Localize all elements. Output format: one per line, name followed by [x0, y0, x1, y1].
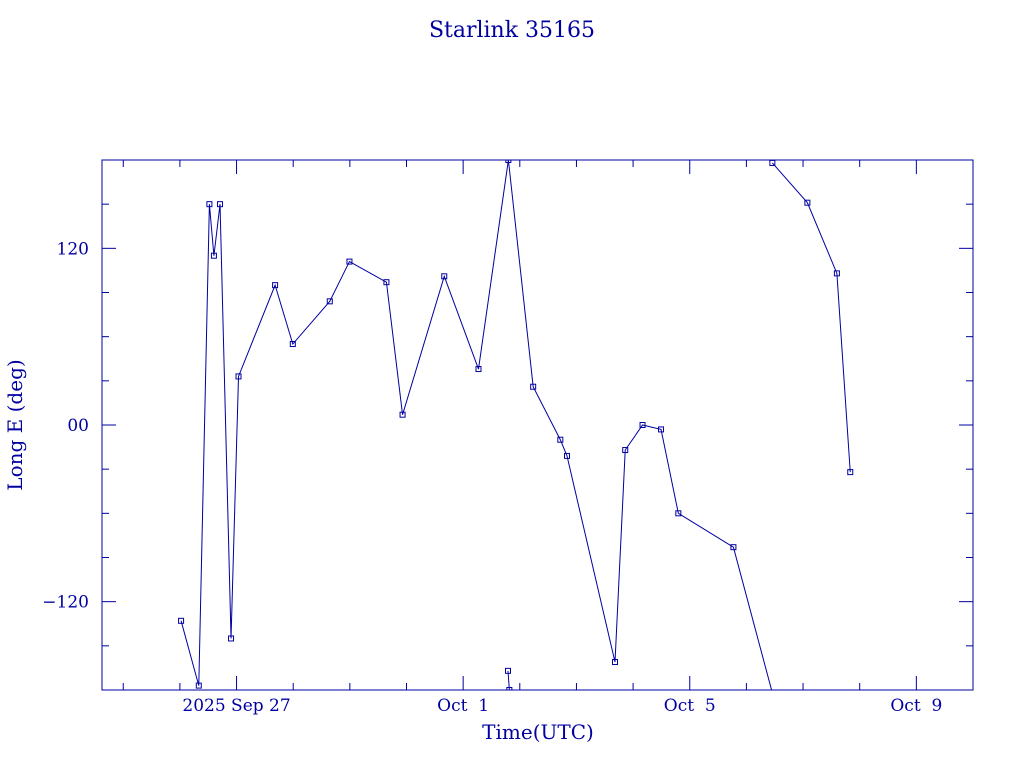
data-point — [195, 682, 202, 689]
data-point — [441, 273, 448, 280]
x-tick-label: Oct 9 — [890, 696, 942, 716]
data-point — [178, 617, 185, 624]
y-axis-label: Long E (deg) — [3, 359, 27, 490]
data-point — [217, 201, 224, 208]
data-point — [769, 689, 776, 690]
data-point — [346, 258, 353, 265]
data-point — [399, 411, 406, 418]
chart-title: Starlink 35165 — [429, 18, 595, 43]
data-point — [504, 667, 511, 674]
data-point — [530, 383, 537, 390]
data-point — [804, 199, 811, 206]
x-tick-label: Oct 1 — [437, 696, 489, 716]
data-point — [210, 252, 217, 259]
y-tick-label: −120 — [42, 593, 89, 613]
data-point — [557, 436, 564, 443]
data-point — [769, 160, 776, 166]
y-tick-label: 120 — [57, 239, 89, 259]
data-point — [730, 544, 737, 551]
series-line — [180, 160, 773, 690]
data-point — [228, 635, 235, 642]
data-point — [206, 201, 213, 208]
data-point — [658, 426, 665, 433]
data-point — [564, 452, 571, 459]
data-point — [326, 298, 333, 305]
x-tick-label: Oct 5 — [664, 696, 716, 716]
series-layer — [178, 160, 854, 690]
data-point — [675, 510, 682, 517]
axis-ticks: −120 00 120 2025 Sep 27 Oct 1 Oct 5 Oct 9 — [42, 160, 974, 716]
plot-frame — [101, 159, 974, 691]
series-line — [771, 162, 851, 473]
data-point — [639, 422, 646, 428]
data-point — [612, 659, 619, 666]
data-point — [235, 373, 242, 380]
x-axis-label: Time(UTC) — [482, 720, 594, 744]
y-tick-label: 00 — [67, 416, 89, 436]
series-group — [178, 160, 854, 690]
data-point — [833, 270, 840, 277]
data-point — [289, 341, 296, 348]
data-point — [505, 160, 512, 163]
data-point — [622, 447, 629, 454]
data-point — [506, 687, 513, 690]
data-point — [475, 366, 482, 373]
series-line — [507, 670, 510, 690]
data-point — [272, 282, 279, 289]
data-point — [847, 469, 854, 476]
x-tick-label: 2025 Sep 27 — [182, 696, 290, 716]
data-point — [383, 279, 390, 286]
